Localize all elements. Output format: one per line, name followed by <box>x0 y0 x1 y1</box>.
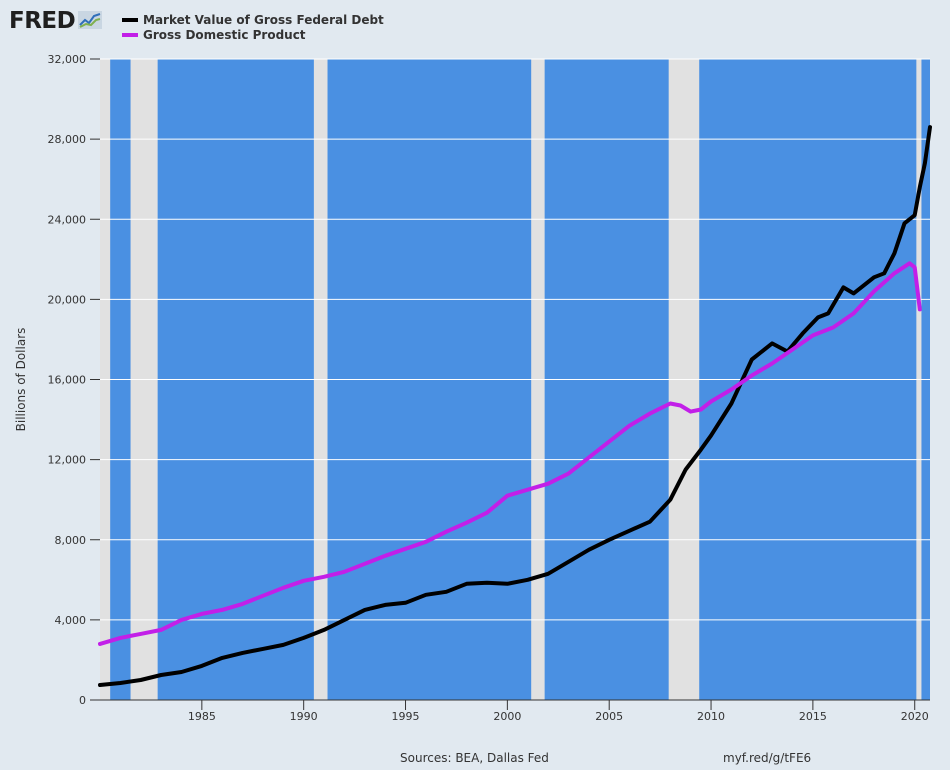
x-tick-label: 2000 <box>493 710 521 723</box>
gdp-series-line[interactable] <box>98 261 922 646</box>
x-tick-label: 1985 <box>188 710 216 723</box>
legend-label: Gross Domestic Product <box>143 27 306 42</box>
x-tick-label: 2020 <box>901 710 929 723</box>
legend-swatch <box>122 17 138 22</box>
y-tick-label: 4,000 <box>55 614 87 627</box>
y-tick-label: 0 <box>79 694 86 707</box>
fred-graph-icon <box>78 11 103 29</box>
legend-label: Market Value of Gross Federal Debt <box>143 12 384 27</box>
debt-series-line[interactable] <box>98 125 932 687</box>
x-tick-label: 2015 <box>799 710 827 723</box>
y-tick-label: 28,000 <box>48 133 87 146</box>
source-note: Sources: BEA, Dallas Fed <box>400 751 549 765</box>
legend-swatch <box>122 32 138 37</box>
x-tick-label: 1990 <box>290 710 318 723</box>
chart-legend: Market Value of Gross Federal Debt Gross … <box>122 12 384 42</box>
y-tick-label: 8,000 <box>55 534 87 547</box>
y-tick-label: 16,000 <box>48 374 87 387</box>
y-tick-label: 32,000 <box>48 53 87 66</box>
y-axis-title: Billions of Dollars <box>14 328 28 432</box>
x-tick-label: 2010 <box>697 710 725 723</box>
x-tick-label: 1995 <box>392 710 420 723</box>
fred-logo[interactable]: FRED <box>9 6 103 36</box>
y-tick-label: 20,000 <box>48 293 87 306</box>
y-tick-label: 24,000 <box>48 213 87 226</box>
chart-header: FRED Market Value of Gross Federal Debt G… <box>0 0 950 50</box>
legend-item[interactable]: Market Value of Gross Federal Debt <box>122 12 384 27</box>
graph-short-link[interactable]: myf.red/g/tFE6 <box>723 751 812 765</box>
x-tick-label: 2005 <box>595 710 623 723</box>
y-tick-label: 12,000 <box>48 454 87 467</box>
fred-logo-text: FRED <box>9 8 76 34</box>
legend-item[interactable]: Gross Domestic Product <box>122 27 384 42</box>
